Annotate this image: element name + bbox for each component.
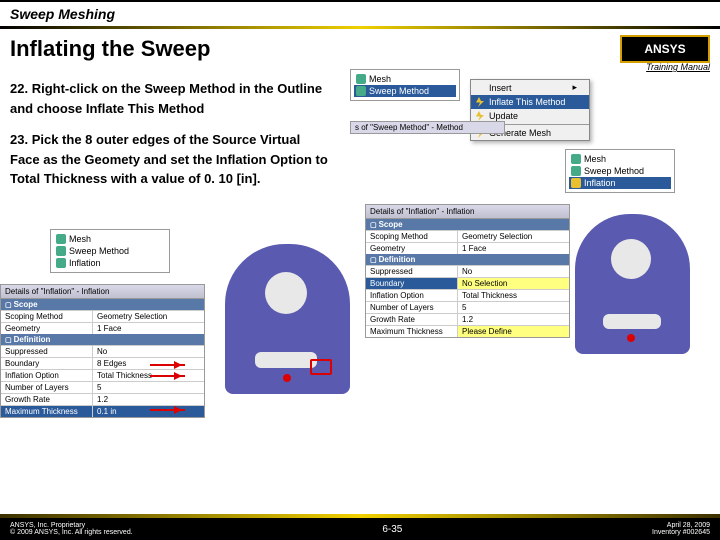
details-sweep-header: s of "Sweep Method" - Method — [350, 121, 505, 134]
ctx-inflate[interactable]: Inflate This Method — [471, 95, 589, 109]
section-title: Sweep Meshing — [0, 2, 720, 26]
geometry-right — [575, 214, 690, 354]
outline-tree-right[interactable]: Mesh Sweep Method Inflation — [565, 149, 675, 193]
outline-tree-top[interactable]: Mesh Sweep Method — [350, 69, 460, 101]
arrow-inflation — [150, 375, 185, 377]
arrow-boundary — [150, 364, 185, 366]
outline-tree-left[interactable]: Mesh Sweep Method Inflation — [50, 229, 170, 273]
footer: ANSYS, Inc. Proprietary © 2009 ANSYS, In… — [0, 518, 720, 540]
arrow-thickness — [150, 409, 185, 411]
step-22: 22. Right-click on the Sweep Method in t… — [10, 79, 330, 118]
details-right[interactable]: Details of "Inflation" - Inflation Scope… — [365, 204, 570, 338]
ctx-insert[interactable]: Insert▸ — [471, 80, 589, 95]
ansys-logo: ANSYS — [620, 35, 710, 63]
details-left[interactable]: Details of "Inflation" - Inflation Scope… — [0, 284, 205, 418]
page-number: 6-35 — [382, 524, 402, 535]
page-title: Inflating the Sweep — [10, 36, 210, 62]
red-box — [310, 359, 332, 375]
step-23: 23. Pick the 8 outer edges of the Source… — [10, 130, 330, 189]
